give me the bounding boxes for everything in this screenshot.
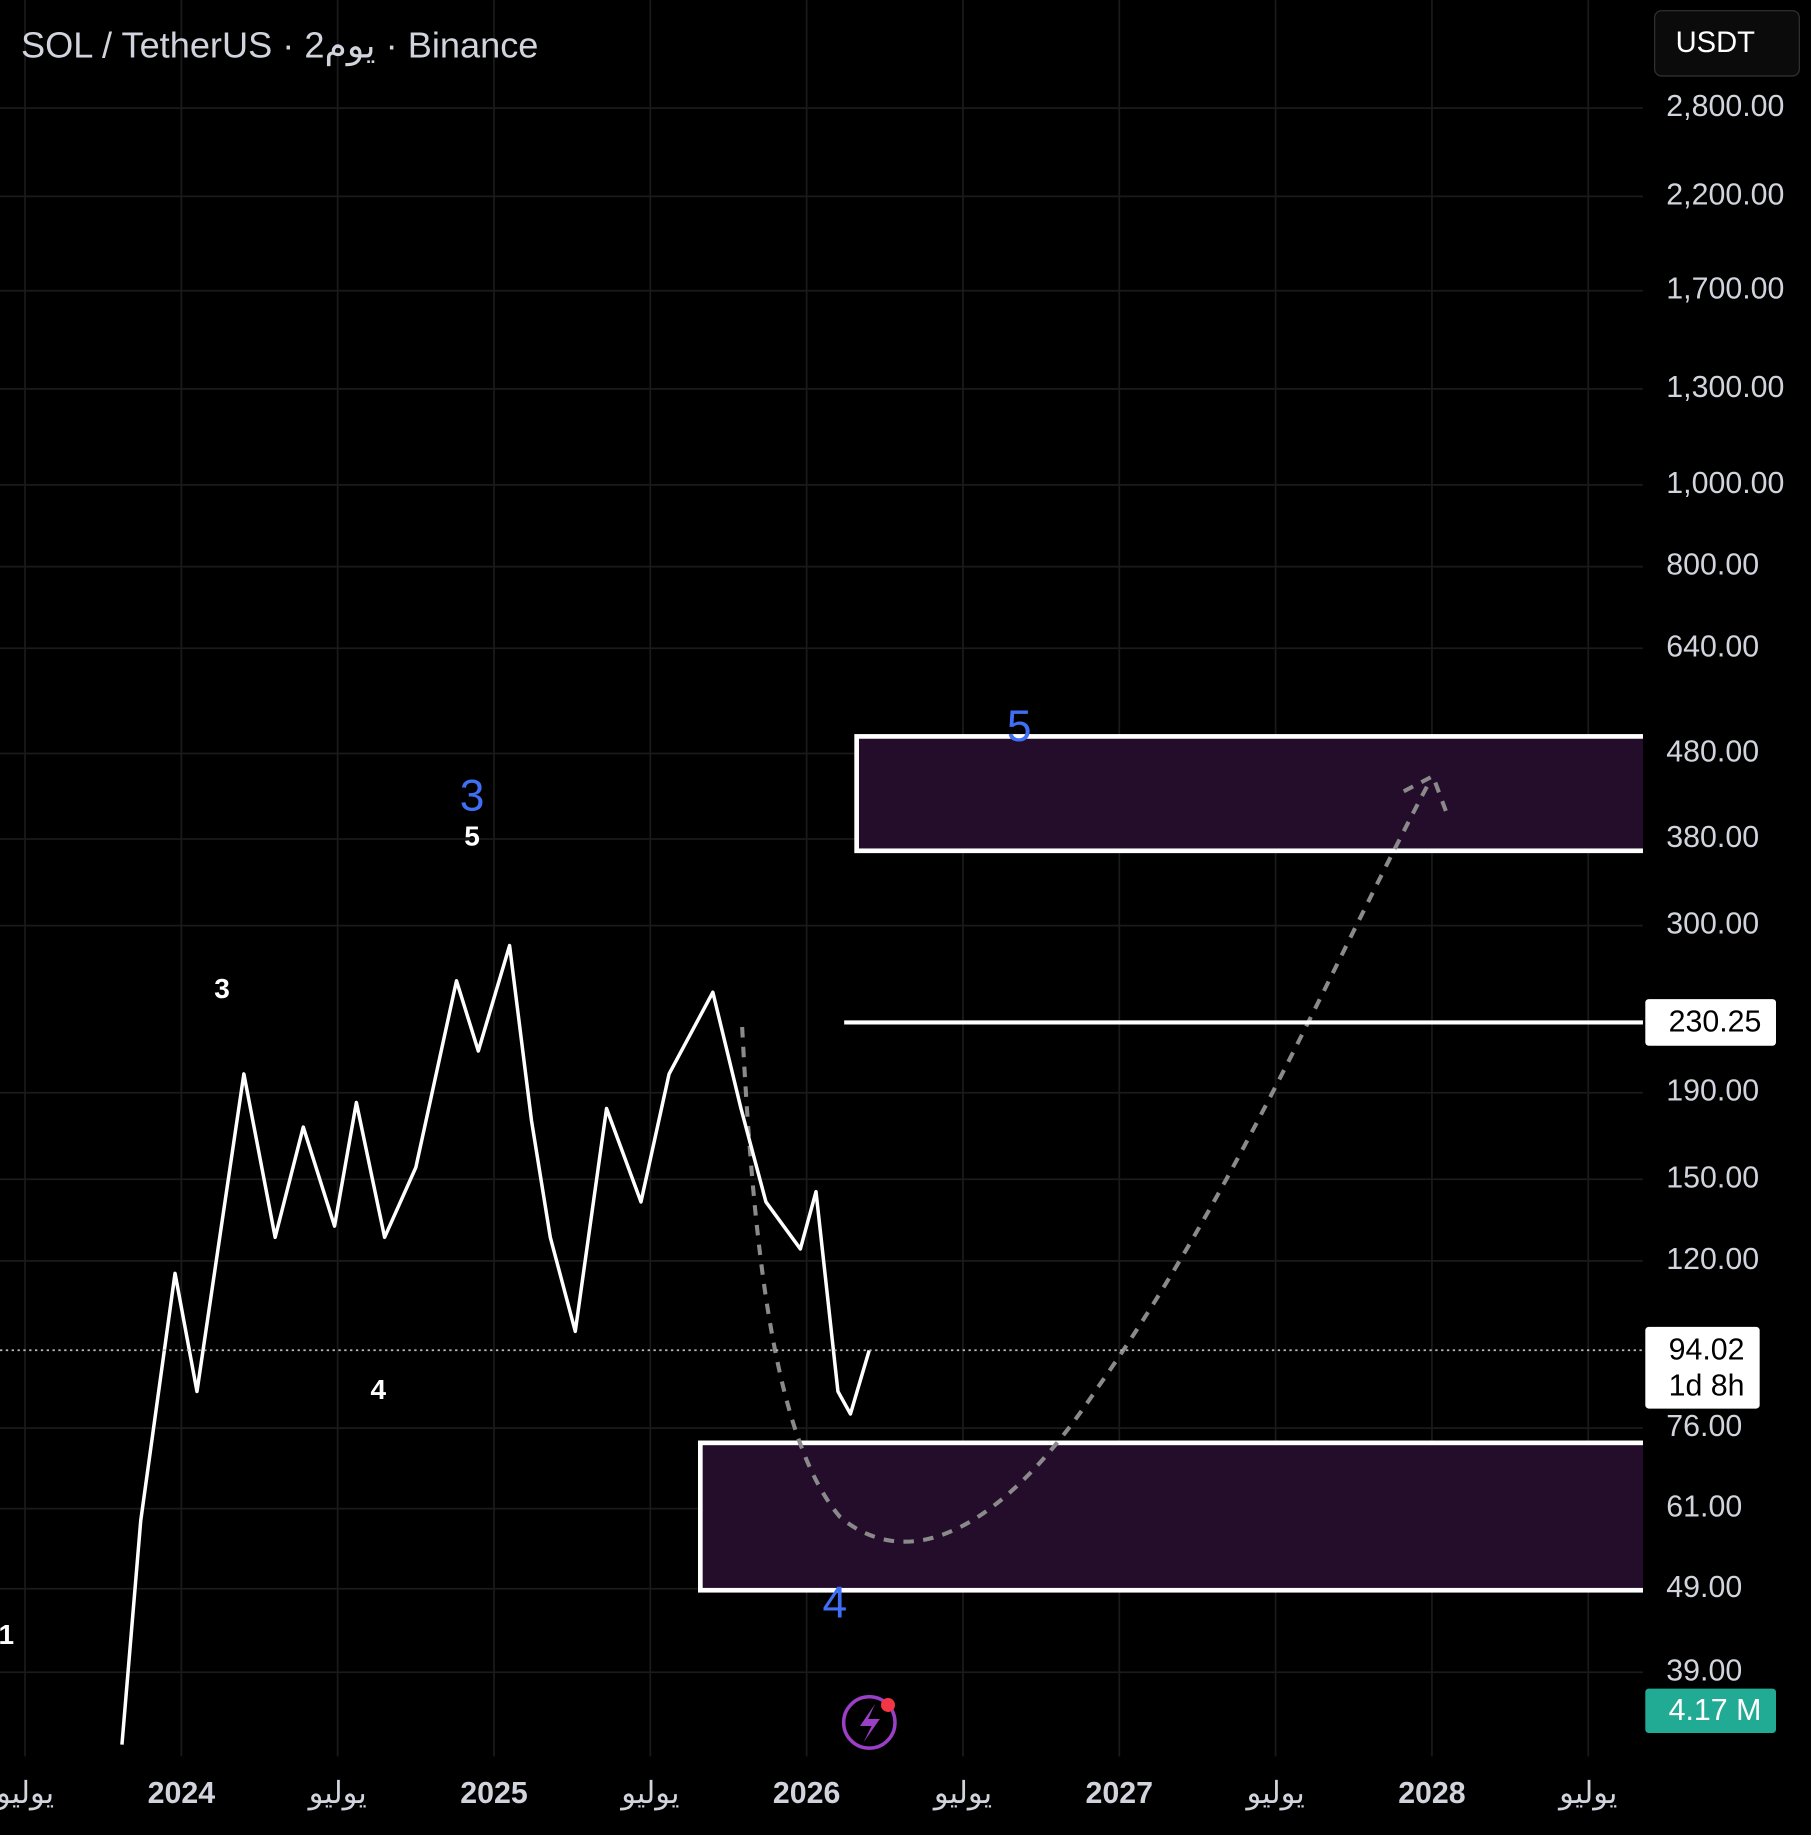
y-tick-label: 1,700.00: [1666, 273, 1784, 306]
x-tick-label: 2024: [148, 1777, 216, 1810]
x-tick-label: يوليو: [1557, 1777, 1617, 1811]
wave-label: 5: [464, 820, 480, 851]
price-line: [120, 943, 871, 1745]
x-tick-label: 2027: [1086, 1777, 1153, 1810]
axes: 2,800.00 2,200.00 1,700.00 1,300.00 1,000.00…: [0, 90, 1784, 1811]
wave-label: 1: [0, 1619, 14, 1650]
x-tick-label: يوليو: [0, 1777, 54, 1811]
y-tick-label: 380.00: [1666, 821, 1759, 854]
y-tick-label: 120.00: [1666, 1243, 1759, 1276]
wave-label: 3: [214, 973, 230, 1004]
wave-label: 4: [371, 1374, 387, 1405]
y-tick-label: 1,300.00: [1666, 371, 1784, 404]
y-tick-label: 39.00: [1666, 1654, 1742, 1687]
level-label-bg: [1645, 999, 1776, 1046]
price-zone: [854, 734, 1669, 854]
y-tick-label: 190.00: [1666, 1075, 1759, 1108]
volume-label: 4.17 M: [1669, 1694, 1762, 1727]
currency-label[interactable]: USDT: [1676, 27, 1756, 59]
y-tick-label: 480.00: [1666, 736, 1759, 769]
y-tick-label: 800.00: [1666, 549, 1759, 582]
x-tick-label: 2025: [460, 1777, 528, 1810]
x-tick-label: 2028: [1398, 1777, 1465, 1810]
y-tick-label: 640.00: [1666, 630, 1759, 663]
wave-label: 3: [460, 772, 485, 821]
x-tick-label: يوليو: [932, 1777, 992, 1811]
y-tick-label: 49.00: [1666, 1571, 1742, 1604]
level-label: 230.25: [1669, 1006, 1762, 1039]
y-tick-label: 61.00: [1666, 1491, 1742, 1524]
volume-label-bg: [1645, 1688, 1776, 1733]
x-tick-label: يوليو: [307, 1777, 367, 1811]
currency-button[interactable]: [1654, 10, 1800, 77]
price-zone: [697, 1440, 1669, 1593]
alert-icon[interactable]: [841, 1695, 897, 1750]
wave-label: 4: [822, 1578, 847, 1627]
y-tick-label: 150.00: [1666, 1161, 1759, 1194]
last-price-bg: [1645, 1326, 1760, 1409]
y-tick-label: 76.00: [1666, 1410, 1742, 1443]
wave-label: 5: [1007, 702, 1032, 751]
x-tick-label: يوليو: [619, 1777, 679, 1811]
y-tick-label: 2,200.00: [1666, 178, 1784, 211]
last-price-label: 94.02: [1669, 1333, 1745, 1366]
y-tick-label: 300.00: [1666, 908, 1759, 941]
y-tick-label: 1,000.00: [1666, 467, 1784, 500]
chart-title: SOL / TetherUS · 2يوم · Binance: [21, 25, 538, 67]
axis-background: [1642, 0, 1811, 1830]
x-tick-label: 2026: [773, 1777, 840, 1810]
x-tick-label: يوليو: [1245, 1777, 1305, 1811]
projection-path: [740, 773, 1451, 1544]
countdown-label: 1d 8h: [1669, 1370, 1745, 1403]
y-tick-label: 2,800.00: [1666, 90, 1784, 123]
